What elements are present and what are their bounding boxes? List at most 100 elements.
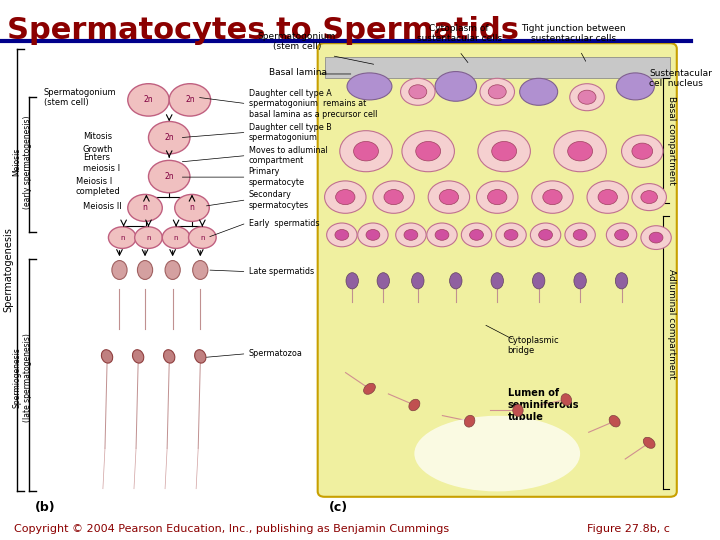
Circle shape <box>649 232 663 243</box>
Text: Sustentacular
cell nucleus: Sustentacular cell nucleus <box>649 69 712 88</box>
Ellipse shape <box>616 273 628 289</box>
Circle shape <box>606 223 636 247</box>
Circle shape <box>127 84 169 116</box>
Text: n: n <box>200 234 204 241</box>
Text: Meiosis II: Meiosis II <box>83 202 122 211</box>
Text: Meiosis
(early spermatogenesis): Meiosis (early spermatogenesis) <box>12 115 32 209</box>
Circle shape <box>598 190 618 205</box>
Ellipse shape <box>377 273 390 289</box>
Circle shape <box>641 226 671 249</box>
Text: Daughter cell type A
spermatogonium  remains at
basal lamina as a precursor cell: Daughter cell type A spermatogonium rema… <box>248 89 377 119</box>
Ellipse shape <box>194 350 206 363</box>
Circle shape <box>340 131 392 172</box>
Ellipse shape <box>491 273 503 289</box>
Circle shape <box>487 190 507 205</box>
Circle shape <box>109 227 136 248</box>
Ellipse shape <box>165 261 180 280</box>
Circle shape <box>409 85 427 99</box>
Circle shape <box>148 122 190 154</box>
Circle shape <box>632 184 667 211</box>
Circle shape <box>641 191 657 204</box>
Circle shape <box>532 181 573 213</box>
Circle shape <box>615 230 629 240</box>
Circle shape <box>567 141 593 161</box>
Circle shape <box>492 141 516 161</box>
Circle shape <box>127 194 162 221</box>
Circle shape <box>335 230 348 240</box>
Ellipse shape <box>346 273 359 289</box>
Ellipse shape <box>643 437 655 448</box>
Text: Spermatocytes to Spermatids: Spermatocytes to Spermatids <box>7 16 519 45</box>
Text: Early  spermatids: Early spermatids <box>248 219 319 227</box>
Text: Cytoplasmic
bridge: Cytoplasmic bridge <box>508 336 559 355</box>
Circle shape <box>621 135 663 167</box>
Circle shape <box>396 223 426 247</box>
Text: Spermatogonium
(stem cell): Spermatogonium (stem cell) <box>43 87 116 107</box>
Ellipse shape <box>112 261 127 280</box>
Circle shape <box>373 181 415 213</box>
Circle shape <box>327 223 357 247</box>
Text: 2n: 2n <box>144 96 153 104</box>
Ellipse shape <box>464 415 475 427</box>
Ellipse shape <box>193 261 208 280</box>
Ellipse shape <box>616 73 654 100</box>
Ellipse shape <box>533 273 545 289</box>
Circle shape <box>539 230 552 240</box>
Ellipse shape <box>163 350 175 363</box>
Ellipse shape <box>347 73 392 100</box>
Ellipse shape <box>138 261 153 280</box>
FancyBboxPatch shape <box>318 43 677 497</box>
Text: (b): (b) <box>35 501 55 514</box>
Ellipse shape <box>449 273 462 289</box>
Circle shape <box>175 194 210 221</box>
Circle shape <box>531 223 561 247</box>
Ellipse shape <box>561 394 572 406</box>
Text: Spermatozoa: Spermatozoa <box>248 349 302 358</box>
Ellipse shape <box>364 383 375 394</box>
Circle shape <box>632 143 652 159</box>
Ellipse shape <box>412 273 424 289</box>
Ellipse shape <box>415 416 580 491</box>
Circle shape <box>325 181 366 213</box>
Text: Spermatogonium
(stem cell): Spermatogonium (stem cell) <box>258 32 336 51</box>
Text: Secondary
spermatocytes: Secondary spermatocytes <box>248 190 309 210</box>
Ellipse shape <box>409 399 420 411</box>
Circle shape <box>427 223 457 247</box>
Text: 2n: 2n <box>164 133 174 142</box>
Circle shape <box>480 78 515 105</box>
Text: Cytoplasm of
sustentacular cells: Cytoplasm of sustentacular cells <box>417 24 502 43</box>
Circle shape <box>578 90 596 104</box>
Circle shape <box>336 190 355 205</box>
Text: n: n <box>174 234 179 241</box>
Text: Basal lamina: Basal lamina <box>269 69 328 77</box>
Circle shape <box>543 190 562 205</box>
Text: n: n <box>189 204 194 212</box>
Circle shape <box>148 160 190 193</box>
Text: Spermatogenesis: Spermatogenesis <box>4 227 13 313</box>
Text: n: n <box>146 234 150 241</box>
Ellipse shape <box>435 71 477 102</box>
Circle shape <box>162 227 190 248</box>
Circle shape <box>439 190 459 205</box>
Text: Late spermatids: Late spermatids <box>248 267 314 276</box>
Text: Adluminal compartment: Adluminal compartment <box>667 269 676 379</box>
Circle shape <box>366 230 380 240</box>
Circle shape <box>477 181 518 213</box>
Circle shape <box>135 227 162 248</box>
Text: Primary
spermatocyte: Primary spermatocyte <box>248 167 305 187</box>
Circle shape <box>504 230 518 240</box>
Circle shape <box>570 84 604 111</box>
Circle shape <box>189 227 216 248</box>
Text: Copyright © 2004 Pearson Education, Inc., publishing as Benjamin Cummings: Copyright © 2004 Pearson Education, Inc.… <box>14 523 449 534</box>
Circle shape <box>469 230 483 240</box>
Ellipse shape <box>609 415 620 427</box>
Text: Enters
meiosis I: Enters meiosis I <box>83 153 120 173</box>
Circle shape <box>428 181 469 213</box>
Circle shape <box>565 223 595 247</box>
Text: 2n: 2n <box>164 172 174 181</box>
Circle shape <box>435 230 449 240</box>
Ellipse shape <box>520 78 558 105</box>
Circle shape <box>400 78 435 105</box>
Text: n: n <box>143 204 148 212</box>
Text: Tight junction between
sustentacular cells: Tight junction between sustentacular cel… <box>521 24 626 43</box>
